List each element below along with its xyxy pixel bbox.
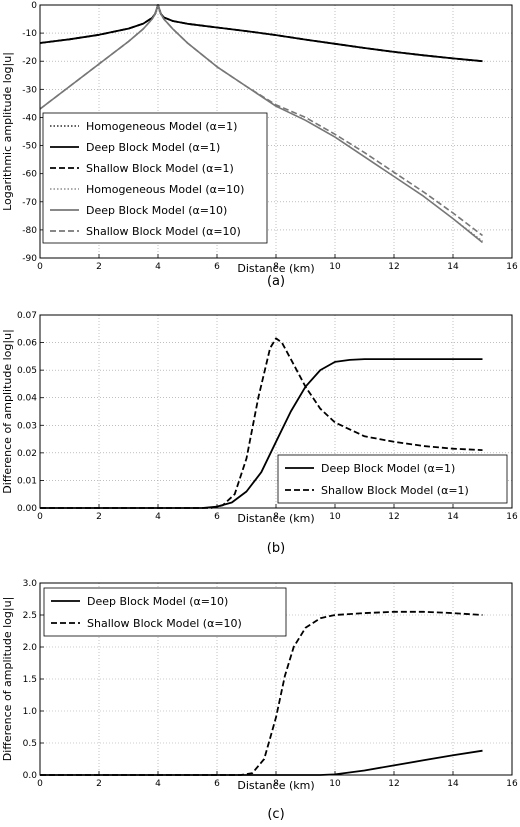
y-tick-label: 2.5 (23, 611, 37, 621)
series-line-6 (39, 4, 483, 237)
legend-entry: Shallow Block Model (α=1) (321, 484, 469, 497)
panel-label: (b) (267, 541, 285, 556)
y-tick-label: 0.0 (23, 771, 38, 781)
x-tick-label: 14 (447, 512, 459, 522)
y-tick-label: -10 (22, 29, 37, 39)
x-tick-label: 2 (96, 262, 102, 272)
y-tick-label: 0.06 (17, 339, 37, 349)
x-tick-label: 8 (273, 779, 279, 789)
x-tick-label: 4 (155, 262, 161, 272)
x-tick-label: 6 (214, 262, 220, 272)
y-tick-label: -90 (22, 254, 37, 264)
panel-label: (c) (267, 807, 284, 822)
x-tick-label: 8 (273, 262, 279, 272)
y-tick-label: 0.05 (17, 366, 37, 376)
x-tick-label: 6 (214, 779, 220, 789)
x-tick-label: 16 (506, 512, 518, 522)
x-tick-label: 16 (506, 779, 518, 789)
panel-b: 0 2 4 6 8 10 12 14 16 0.00 0.01 0.02 0.03 0.04 0.05 0.0… (1, 311, 518, 556)
x-tick-label: 0 (37, 779, 43, 789)
x-tick-label: 8 (273, 512, 279, 522)
y-tick-label: 0.01 (17, 476, 37, 486)
x-tick-label: 14 (447, 262, 459, 272)
y-tick-label: -40 (22, 113, 37, 123)
series-line-2 (40, 610, 483, 776)
y-tick-label: 1.5 (23, 675, 37, 685)
panel-c: 0 2 4 6 8 10 12 14 16 0.0 0.5 1.0 1.5 2.0 2.5 3.0 Distan… (1, 579, 518, 822)
x-tick-label: 2 (96, 779, 102, 789)
x-tick-label: 10 (329, 262, 341, 272)
x-tick-label: 4 (155, 512, 161, 522)
y-tick-label: 0.07 (17, 311, 37, 321)
legend-box (277, 454, 508, 504)
y-tick-label: -70 (22, 198, 37, 208)
legend-entry: Homogeneous Model (α=10) (86, 183, 244, 196)
y-tick-label: 2.0 (23, 643, 38, 653)
y-tick-label: 0 (31, 1, 37, 11)
x-tick-label: 10 (329, 512, 341, 522)
x-tick-label: 10 (329, 779, 341, 789)
y-tick-label: -80 (22, 226, 37, 236)
x-tick-label: 12 (388, 512, 399, 522)
x-tick-label: 14 (447, 779, 459, 789)
y-axis-label: Difference of amplitude log|u| (1, 597, 14, 762)
legend-entry: Shallow Block Model (α=10) (87, 617, 242, 630)
legend-entry: Shallow Block Model (α=1) (86, 162, 234, 175)
legend-entry: Deep Block Model (α=10) (87, 595, 228, 608)
y-tick-label: 0.00 (17, 504, 37, 514)
x-axis-label: Distance (km) (237, 779, 314, 792)
y-tick-label: 0.04 (17, 394, 37, 404)
x-tick-label: 12 (388, 262, 399, 272)
x-tick-label: 2 (96, 512, 102, 522)
legend-entry: Deep Block Model (α=1) (86, 141, 220, 154)
y-tick-label: 1.0 (23, 707, 38, 717)
legend-box (43, 587, 287, 637)
y-tick-label: -20 (22, 57, 37, 67)
legend-entry: Deep Block Model (α=1) (321, 462, 455, 475)
x-tick-label: 12 (388, 779, 399, 789)
y-tick-label: 0.03 (17, 421, 37, 431)
y-tick-label: -30 (22, 85, 37, 95)
x-tick-label: 0 (37, 262, 43, 272)
series-line-2 (40, 337, 483, 509)
legend-entry: Homogeneous Model (α=1) (86, 120, 237, 133)
y-tick-label: -50 (22, 142, 37, 152)
x-tick-label: 4 (155, 779, 161, 789)
y-axis-label: Logarithmic amplitude log|u| (1, 52, 14, 211)
panel-a: 0 2 4 6 8 10 12 14 16 0 -10 -20 -30 -40 -50 -60 -70 -80 -9… (1, 1, 518, 289)
x-axis-label: Distance (km) (237, 512, 314, 525)
y-tick-label: -60 (22, 170, 37, 180)
x-tick-label: 0 (37, 512, 43, 522)
y-tick-label: 3.0 (23, 579, 38, 589)
legend-entry: Shallow Block Model (α=10) (86, 225, 241, 238)
x-axis-label: Distance (km) (237, 262, 314, 275)
x-tick-label: 16 (506, 262, 518, 272)
series-line-3 (39, 4, 483, 63)
x-tick-label: 6 (214, 512, 220, 522)
y-axis-label: Difference of amplitude log|u| (1, 329, 14, 494)
legend-box (42, 112, 268, 244)
legend-entry: Deep Block Model (α=10) (86, 204, 227, 217)
y-tick-label: 0.02 (17, 449, 37, 459)
y-tick-label: 0.5 (23, 739, 37, 749)
panel-label: (a) (267, 274, 285, 289)
